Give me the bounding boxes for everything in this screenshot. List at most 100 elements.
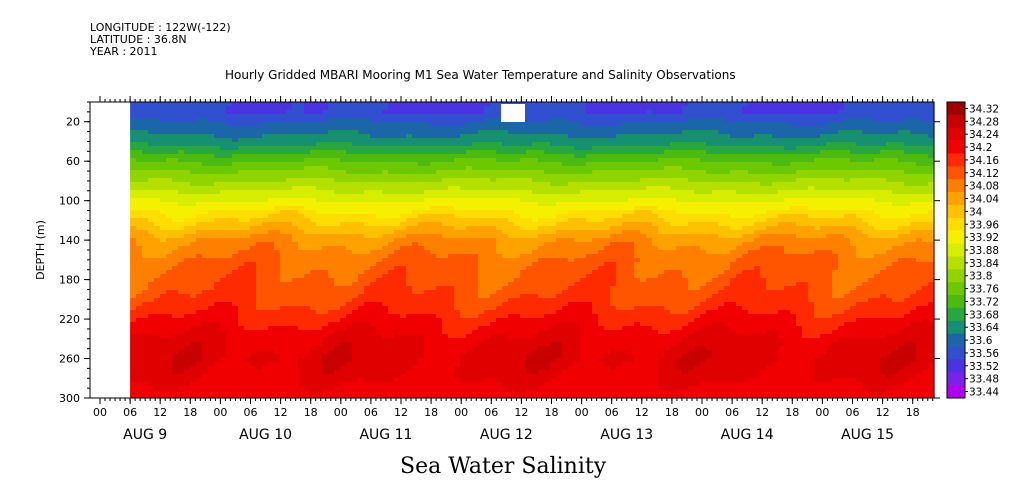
heatmap-cell [154,222,161,227]
heatmap-cell [442,202,449,207]
heatmap-cell [172,246,179,251]
heatmap-cell [214,110,221,115]
heatmap-cell [520,342,527,347]
heatmap-cell [184,166,191,171]
heatmap-cell [196,110,203,115]
heatmap-cell [418,122,425,127]
heatmap-cell [184,394,191,399]
heatmap-cell [358,250,365,255]
heatmap-cell [514,166,521,171]
heatmap-cell [370,310,377,315]
heatmap-cell [316,330,323,335]
heatmap-cell [412,198,419,203]
heatmap-cell [130,162,137,167]
heatmap-cell [208,122,215,127]
heatmap-cell [526,274,533,279]
heatmap-cell [226,202,233,207]
heatmap-cell [490,146,497,151]
heatmap-cell [328,314,335,319]
heatmap-cell [430,210,437,215]
heatmap-cell [172,382,179,387]
heatmap-cell [442,366,449,371]
heatmap-cell [370,266,377,271]
heatmap-cell [496,274,503,279]
heatmap-cell [436,142,443,147]
heatmap-cell [478,150,485,155]
heatmap-cell [136,218,143,223]
heatmap-cell [268,106,275,111]
heatmap-cell [310,106,317,111]
heatmap-cell [496,262,503,267]
heatmap-cell [340,290,347,295]
heatmap-cell [280,290,287,295]
heatmap-cell [406,394,413,399]
heatmap-cell [352,190,359,195]
heatmap-cell [346,310,353,315]
heatmap-cell [268,366,275,371]
heatmap-cell [346,190,353,195]
heatmap-cell [142,186,149,191]
heatmap-cell [478,282,485,287]
heatmap-cell [466,158,473,163]
heatmap-cell [220,262,227,267]
heatmap-cell [472,138,479,143]
heatmap-cell [412,194,419,199]
heatmap-cell [250,386,257,391]
heatmap-cell [454,334,461,339]
heatmap-cell [304,386,311,391]
heatmap-cell [316,194,323,199]
heatmap-cell [274,210,281,215]
heatmap-cell [394,290,401,295]
heatmap-cell [370,350,377,355]
heatmap-cell [280,190,287,195]
heatmap-cell [280,274,287,279]
heatmap-cell [304,162,311,167]
heatmap-cell [148,154,155,159]
heatmap-cell [316,150,323,155]
heatmap-cell [382,138,389,143]
heatmap-cell [202,182,209,187]
heatmap-cell [298,346,305,351]
heatmap-cell [496,362,503,367]
heatmap-cell [514,282,521,287]
heatmap-cell [130,246,137,251]
heatmap-cell [418,366,425,371]
heatmap-cell [148,358,155,363]
heatmap-cell [478,338,485,343]
heatmap-cell [508,134,515,139]
heatmap-cell [406,230,413,235]
heatmap-cell [376,382,383,387]
heatmap-cell [292,386,299,391]
heatmap-cell [154,198,161,203]
heatmap-cell [292,338,299,343]
heatmap-cell [220,250,227,255]
heatmap-cell [190,314,197,319]
heatmap-cell [214,346,221,351]
heatmap-cell [376,114,383,119]
heatmap-cell [250,194,257,199]
heatmap-cell [286,370,293,375]
heatmap-cell [190,138,197,143]
heatmap-cell [430,298,437,303]
heatmap-cell [166,386,173,391]
heatmap-cell [310,290,317,295]
heatmap-cell [178,138,185,143]
heatmap-cell [286,138,293,143]
heatmap-cell [250,170,257,175]
heatmap-cell [496,394,503,399]
heatmap-cell [166,322,173,327]
heatmap-cell [238,178,245,183]
heatmap-cell [520,322,527,327]
heatmap-cell [328,178,335,183]
heatmap-cell [490,170,497,175]
heatmap-cell [442,218,449,223]
heatmap-cell [172,198,179,203]
heatmap-cell [430,254,437,259]
heatmap-cell [244,378,251,383]
heatmap-cell [358,166,365,171]
heatmap-cell [400,382,407,387]
heatmap-cell [526,358,533,363]
heatmap-cell [508,362,515,367]
heatmap-cell [508,282,515,287]
heatmap-cell [292,278,299,283]
